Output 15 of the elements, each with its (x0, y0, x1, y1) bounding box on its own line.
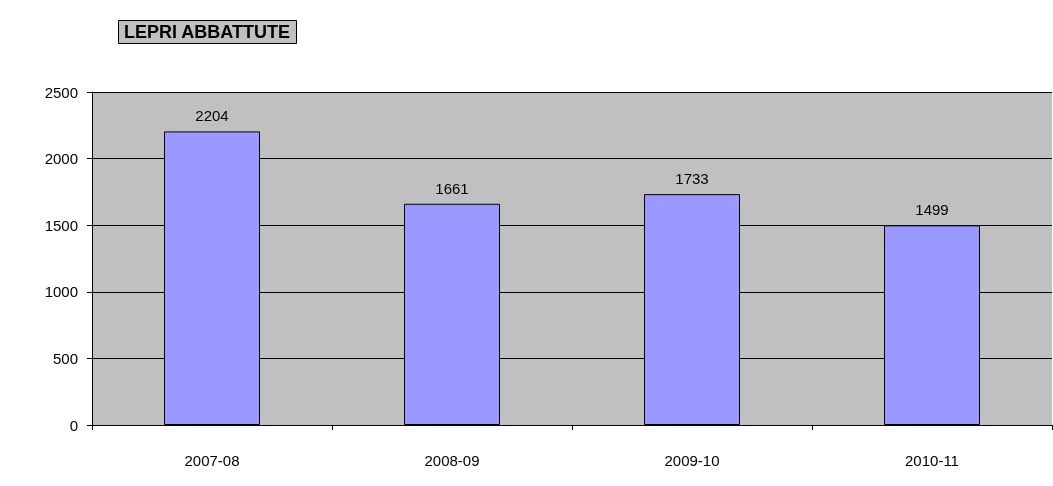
y-tick-label: 500 (52, 349, 78, 367)
y-tick-label: 1000 (44, 283, 78, 301)
x-tick-label: 2007-08 (184, 452, 240, 469)
x-tick-label: 2008-09 (424, 452, 480, 469)
y-tick-label: 2500 (44, 83, 78, 101)
y-tick-label: 0 (69, 416, 78, 434)
x-tick-label: 2009-10 (664, 452, 720, 469)
x-tick-label: 2010-11 (905, 452, 959, 469)
data-label: 2204 (195, 107, 229, 125)
y-tick-label: 1500 (44, 216, 78, 234)
data-label: 1733 (675, 170, 709, 188)
chart-title: LEPRI ABBATTUTE (124, 22, 290, 42)
data-label: 1661 (435, 179, 469, 197)
y-tick-label: 2000 (44, 150, 78, 168)
data-label: 1499 (915, 201, 949, 219)
